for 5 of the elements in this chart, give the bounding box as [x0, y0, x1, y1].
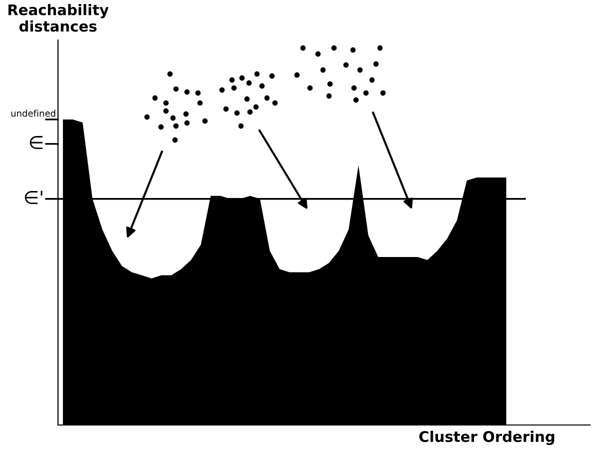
x-axis-title: Cluster Ordering — [419, 430, 554, 446]
ref-line-label: ∈ — [30, 136, 42, 150]
text: Reachability distances — [8, 4, 109, 32]
ref-line-label: ∈' — [24, 190, 42, 204]
ref-line-label: undefined — [11, 110, 56, 117]
